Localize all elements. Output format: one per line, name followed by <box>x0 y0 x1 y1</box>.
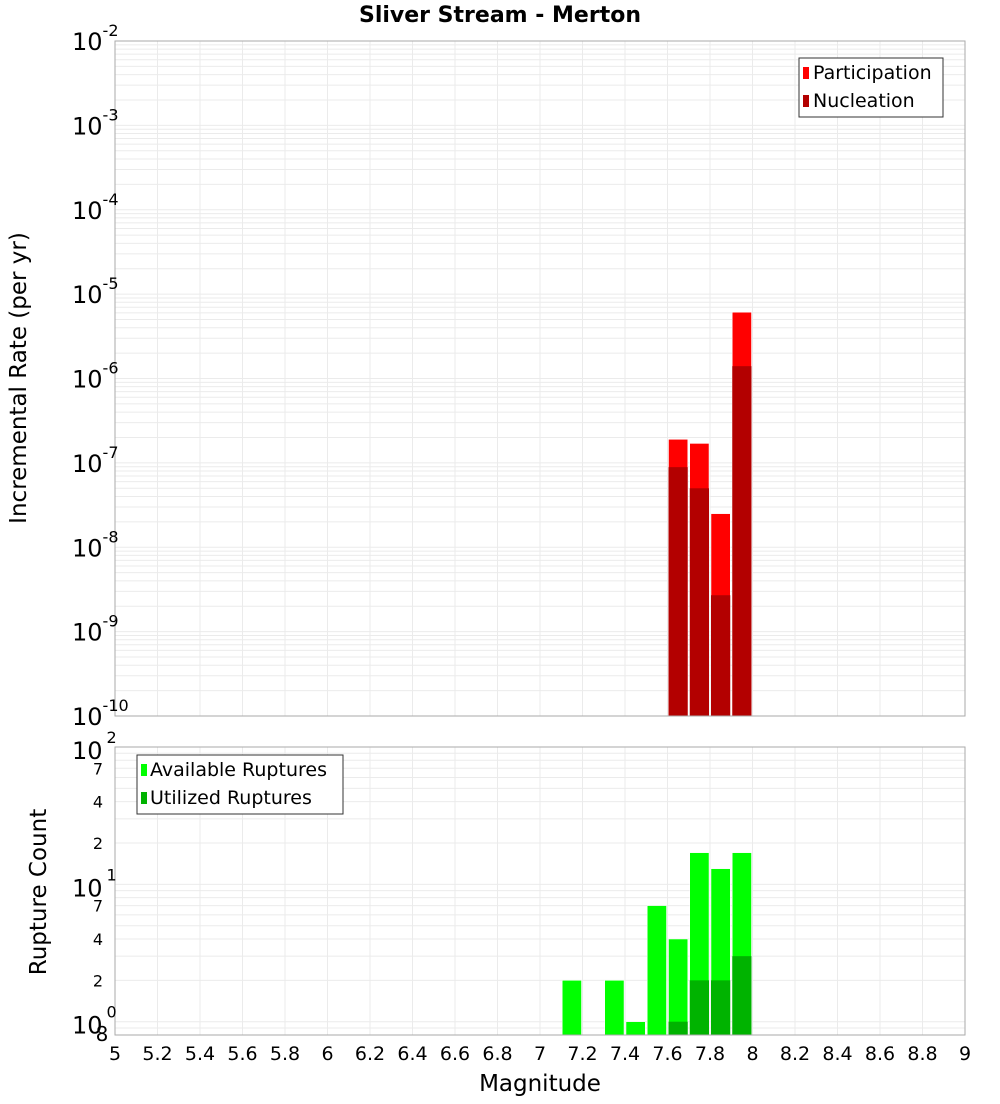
x-tick-label: 6.6 <box>440 1043 470 1065</box>
y-tick-label: 10-9 <box>72 612 119 647</box>
legend: Participation Nucleation <box>798 57 944 118</box>
x-tick-label: 5.4 <box>185 1043 215 1065</box>
bar-nucleation <box>711 595 731 716</box>
bar-utilized-ruptures <box>689 980 709 1035</box>
bar-available-ruptures <box>647 905 667 1036</box>
y-axis-label: Rupture Count <box>26 809 52 975</box>
x-tick-label: 6.8 <box>482 1043 512 1065</box>
bar-nucleation <box>732 366 752 716</box>
bar-available-ruptures <box>625 1021 646 1036</box>
y-tick-label: 10-10 <box>72 696 129 731</box>
x-tick-label: 6.2 <box>355 1043 385 1065</box>
bar-available-ruptures <box>668 938 688 1036</box>
bar-nucleation <box>689 488 709 716</box>
y-tick-label: 10-6 <box>72 359 119 394</box>
y-minor-tick-label: 7 <box>93 759 103 778</box>
legend-swatch <box>141 764 147 776</box>
y-tick-label: 10-8 <box>72 527 119 562</box>
y-tick-label: 10-5 <box>72 274 119 309</box>
legend-label: Utilized Ruptures <box>150 787 312 809</box>
x-tick-label: 7.4 <box>610 1043 640 1065</box>
x-axis-label: Magnitude <box>479 1071 601 1097</box>
y-tick-label: 10-4 <box>72 190 119 225</box>
x-tick-label: 5.8 <box>270 1043 300 1065</box>
x-tick-label: 7.6 <box>652 1043 682 1065</box>
legend-label: Available Ruptures <box>150 759 327 781</box>
x-tick-label: 8.2 <box>780 1043 810 1065</box>
x-tick-label: 6.4 <box>397 1043 427 1065</box>
bar-utilized-ruptures <box>711 980 731 1035</box>
x-tick-label: 9 <box>959 1043 971 1065</box>
y-tick-label: 10-2 <box>72 21 119 56</box>
legend-swatch <box>803 95 809 107</box>
x-tick-label: 5.6 <box>227 1043 257 1065</box>
y-minor-tick-label: 2 <box>93 834 103 853</box>
legend-swatch <box>141 792 147 804</box>
x-tick-label: 5.2 <box>142 1043 172 1065</box>
y-axis-label: Incremental Rate (per yr) <box>6 232 32 524</box>
x-tick-label: 7.8 <box>695 1043 725 1065</box>
y-tick-label: 10 0 <box>72 1003 117 1040</box>
x-tick-label: 8 <box>746 1043 758 1065</box>
y-minor-tick-label: 7 <box>93 897 103 916</box>
y-tick-label: 10-7 <box>72 443 119 478</box>
legend-swatch <box>803 67 809 79</box>
rate-chart: 10-2 10-3 10-4 10-5 10-6 10-7 10-8 10-9 10-10 Inc… <box>6 21 966 731</box>
chart-title: Sliver Stream - Merton <box>358 3 641 28</box>
bar-available-ruptures <box>604 980 625 1036</box>
x-tick-label: 5 <box>109 1043 121 1065</box>
bar-utilized-ruptures <box>732 956 752 1035</box>
x-tick-label: 8.4 <box>822 1043 852 1065</box>
x-tick-label: 7 <box>534 1043 546 1065</box>
x-tick-label: 6 <box>321 1043 333 1065</box>
bar-nucleation <box>668 467 688 716</box>
legend-label: Nucleation <box>813 90 915 112</box>
bar-available-ruptures <box>562 980 582 1036</box>
y-minor-tick-label: 4 <box>93 793 103 812</box>
legend: Available Ruptures Utilized Ruptures <box>136 754 344 815</box>
bar-utilized-ruptures <box>668 1021 688 1035</box>
x-tick-label: 8.6 <box>865 1043 895 1065</box>
y-minor-tick-label: 4 <box>93 930 103 949</box>
y-tick-label: 10-3 <box>72 105 119 140</box>
y-minor-tick-label: 8 <box>96 1022 109 1046</box>
y-minor-tick-label: 2 <box>93 971 103 990</box>
x-tick-label: 7.2 <box>567 1043 597 1065</box>
legend-label: Participation <box>813 62 932 84</box>
x-tick-label: 8.8 <box>907 1043 937 1065</box>
